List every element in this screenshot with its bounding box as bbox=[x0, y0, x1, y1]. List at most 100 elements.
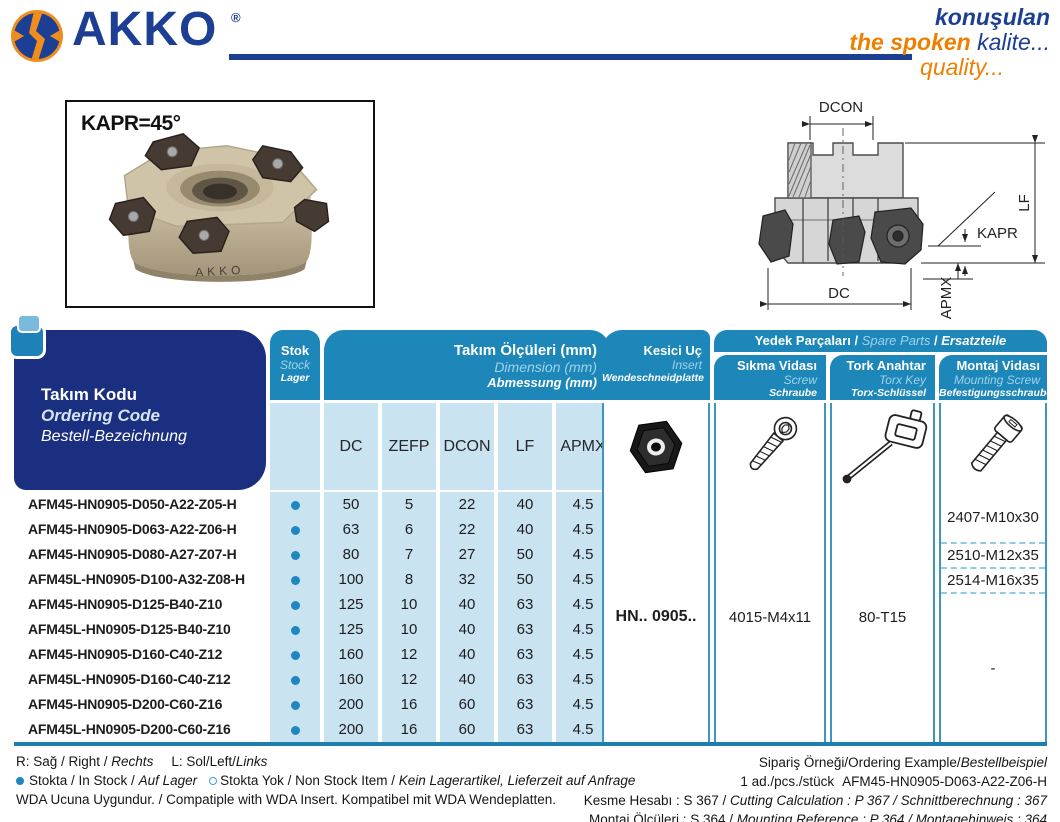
dc-dim-label: DC bbox=[828, 285, 850, 302]
product-photo-box: AKKO KAPR=45° bbox=[65, 100, 375, 308]
screw-column: 4015-M4x11 bbox=[714, 403, 826, 742]
stock-subheader-cell bbox=[270, 403, 320, 490]
stock-indicator bbox=[270, 617, 320, 642]
stock-legend: Stokta / In Stock / Auf Lager Stokta Yok … bbox=[16, 771, 635, 790]
header-rule bbox=[229, 54, 912, 60]
dim-label-dc: DC bbox=[324, 403, 378, 490]
kapr-angle-label: KAPR=45° bbox=[81, 112, 181, 135]
torx-key-icon bbox=[842, 408, 927, 483]
ordering-code: AFM45-HN0905-D050-A22-Z05-H bbox=[28, 496, 237, 512]
table-row: AFM45L-HN0905-D100-A32-Z08-H 100 8 32 50… bbox=[14, 567, 1047, 592]
torx-column: 80-T15 bbox=[830, 403, 935, 742]
stock-indicator bbox=[270, 717, 320, 742]
ordering-code-header-en: Ordering Code bbox=[41, 406, 161, 425]
footer-notes-right: Sipariş Örneği/Ordering Example/Bestellb… bbox=[584, 753, 1047, 822]
clipboard-icon bbox=[8, 314, 50, 360]
in-stock-dot bbox=[290, 500, 300, 510]
mounting-value-2: 2510-M12x35 bbox=[941, 542, 1045, 567]
stock-indicator bbox=[270, 567, 320, 592]
spare-parts-banner: Yedek Parçaları / Spare Parts / Ersatzte… bbox=[714, 330, 1047, 352]
wda-note: WDA Ucuna Uygundur. / Compatiple with WD… bbox=[16, 792, 556, 807]
stock-indicator bbox=[270, 692, 320, 717]
table-row: AFM45-HN0905-D050-A22-Z05-H 50 5 22 40 4… bbox=[14, 492, 1047, 517]
mounting-value-3: 2514-M16x35 bbox=[941, 567, 1045, 592]
slogan-en-1: the spoken bbox=[849, 29, 971, 55]
mounting-reference: Montaj Ölçüleri : S 364 / Mounting Refer… bbox=[588, 812, 1047, 822]
in-stock-dot bbox=[290, 525, 300, 535]
mounting-value-1: 2407-M10x30 bbox=[947, 508, 1039, 526]
in-stock-dot bbox=[290, 700, 300, 710]
in-stock-dot bbox=[290, 625, 300, 635]
brand-wordmark: AKKO bbox=[72, 3, 218, 56]
face-mill-photo: AKKO bbox=[108, 133, 330, 282]
stock-indicator bbox=[270, 542, 320, 567]
in-stock-dot bbox=[290, 675, 300, 685]
lf-dim-label: LF bbox=[1016, 194, 1033, 212]
in-stock-dot bbox=[290, 725, 300, 735]
mounting-column-header: Montaj Vidası Mounting Screw Befestigung… bbox=[939, 355, 1052, 400]
ordering-code: AFM45-HN0905-D063-A22-Z06-H bbox=[28, 521, 237, 537]
insert-value: HN.. 0905.. bbox=[615, 608, 697, 625]
drawing-inserts bbox=[758, 207, 924, 265]
stock-indicator bbox=[270, 667, 320, 692]
dcon-dim-label: DCON bbox=[819, 99, 863, 116]
dim-label-lf: LF bbox=[498, 403, 552, 490]
torx-value: 80-T15 bbox=[858, 608, 907, 626]
dimensions-header: Takım Ölçüleri (mm) Dimension (mm) Abmes… bbox=[324, 330, 610, 400]
ordering-code: AFM45-HN0905-D160-C40-Z12 bbox=[28, 646, 223, 662]
table-row: AFM45-HN0905-D125-B40-Z10 125 10 40 63 4… bbox=[14, 592, 1047, 617]
ordering-code-header: Takım Kodu Ordering Code Bestell-Bezeich… bbox=[8, 314, 266, 490]
mounting-screw-icon bbox=[970, 413, 1023, 472]
in-stock-dot bbox=[290, 650, 300, 660]
ordering-example-code: 1 ad./pcs./stück AFM45-HN0905-D063-A22-Z0… bbox=[740, 774, 1047, 789]
dim-label-zefp: ZEFP bbox=[382, 403, 436, 490]
ordering-code: AFM45-HN0905-D125-B40-Z10 bbox=[28, 596, 223, 612]
in-stock-dot bbox=[290, 575, 300, 585]
ordering-code-header-de: Bestell-Bezeichnung bbox=[41, 428, 187, 445]
in-stock-dot bbox=[290, 600, 300, 610]
svg-text:AKKO: AKKO bbox=[195, 263, 245, 280]
ordering-example: Sipariş Örneği/Ordering Example/Bestellb… bbox=[758, 755, 1047, 770]
ordering-code-header-tr: Takım Kodu bbox=[41, 385, 138, 404]
product-table: Takım Kodu Ordering Code Bestell-Bezeich… bbox=[8, 314, 1052, 746]
stock-indicator bbox=[270, 592, 320, 617]
in-stock-dot bbox=[16, 777, 24, 785]
cutting-calculation-ref: Kesme Hesabı : S 367 / Cutting Calculati… bbox=[583, 793, 1047, 808]
brand-slogan: konuşulan the spoken kalite... quality..… bbox=[849, 5, 1050, 80]
registered-mark: ® bbox=[231, 10, 241, 25]
table-row: AFM45L-HN0905-D200-C60-Z16 200 16 60 63 … bbox=[14, 717, 1047, 742]
table-row: AFM45-HN0905-D160-C40-Z12 160 12 40 63 4… bbox=[14, 642, 1047, 667]
ordering-code: AFM45L-HN0905-D200-C60-Z16 bbox=[28, 721, 231, 737]
insert-column: HN.. 0905.. bbox=[602, 403, 710, 742]
stock-column-header: Stok Stock Lager bbox=[270, 330, 320, 400]
table-row: AFM45-HN0905-D080-A27-Z07-H 80 7 27 50 4… bbox=[14, 542, 1047, 567]
table-row: AFM45-HN0905-D063-A22-Z06-H 63 6 22 40 4… bbox=[14, 517, 1047, 542]
footer-notes-left: R: Sağ / Right / Rechts L: Sol/Left/Links… bbox=[16, 752, 635, 809]
insert-icon bbox=[629, 420, 683, 473]
slogan-tr-1: konuşulan bbox=[934, 4, 1050, 30]
non-stock-circle bbox=[209, 777, 218, 785]
stock-indicator bbox=[270, 492, 320, 517]
slogan-en-2: quality... bbox=[920, 54, 1004, 80]
screw-value: 4015-M4x11 bbox=[728, 608, 812, 626]
mounting-value-4: - bbox=[941, 592, 1045, 742]
technical-drawing: DCON LF KAPR APMX DC bbox=[758, 99, 1045, 320]
ordering-code: AFM45L-HN0905-D125-B40-Z10 bbox=[28, 621, 231, 637]
ordering-code: AFM45L-HN0905-D160-C40-Z12 bbox=[28, 671, 231, 687]
rl-legend: R: Sağ / Right / Rechts L: Sol/Left/Links bbox=[16, 754, 268, 769]
in-stock-dot bbox=[290, 550, 300, 560]
mounting-column: 2407-M10x30 2510-M12x35 2514-M16x35 - bbox=[939, 403, 1047, 742]
stock-indicator bbox=[270, 517, 320, 542]
akko-logo-icon bbox=[11, 10, 63, 62]
dim-label-dcon: DCON bbox=[440, 403, 494, 490]
table-row: AFM45-HN0905-D200-C60-Z16 200 16 60 63 4… bbox=[14, 692, 1047, 717]
apmx-dim-label: APMX bbox=[938, 277, 955, 320]
ordering-code: AFM45L-HN0905-D100-A32-Z08-H bbox=[28, 571, 245, 587]
table-row: AFM45L-HN0905-D125-B40-Z10 125 10 40 63 … bbox=[14, 617, 1047, 642]
insert-column-header: Kesici Uç Insert Wendeschneidplatte bbox=[602, 330, 710, 400]
slogan-tr-2: kalite... bbox=[977, 29, 1050, 55]
kapr-dim-label: KAPR bbox=[977, 225, 1018, 242]
ordering-code: AFM45-HN0905-D200-C60-Z16 bbox=[28, 696, 223, 712]
table-bottom-rule bbox=[14, 742, 1047, 746]
